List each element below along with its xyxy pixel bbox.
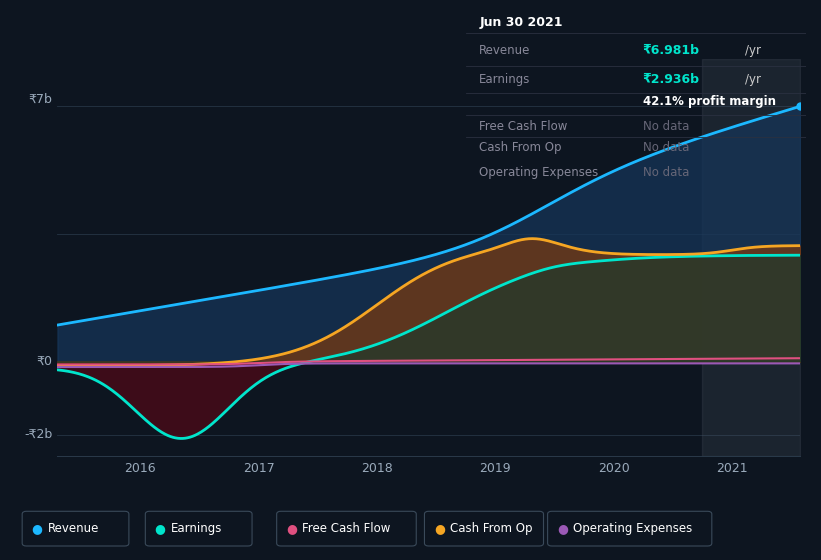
- Text: Earnings: Earnings: [171, 521, 222, 535]
- Text: Revenue: Revenue: [479, 44, 530, 57]
- Text: ₹7b: ₹7b: [29, 93, 53, 106]
- Text: -₹2b: -₹2b: [24, 428, 53, 441]
- Text: No data: No data: [643, 166, 689, 179]
- Text: 42.1% profit margin: 42.1% profit margin: [643, 95, 776, 108]
- Text: No data: No data: [643, 141, 689, 154]
- Text: Cash From Op: Cash From Op: [479, 141, 562, 154]
- Text: ●: ●: [433, 521, 445, 535]
- Text: No data: No data: [643, 120, 689, 133]
- Text: ●: ●: [286, 521, 297, 535]
- Text: Free Cash Flow: Free Cash Flow: [302, 521, 391, 535]
- Text: ●: ●: [557, 521, 568, 535]
- Text: Cash From Op: Cash From Op: [450, 521, 532, 535]
- Text: /yr: /yr: [745, 44, 761, 57]
- Text: Revenue: Revenue: [48, 521, 99, 535]
- Text: Operating Expenses: Operating Expenses: [479, 166, 599, 179]
- Text: ●: ●: [154, 521, 166, 535]
- Text: Earnings: Earnings: [479, 73, 530, 86]
- Text: Jun 30 2021: Jun 30 2021: [479, 16, 562, 29]
- Text: ●: ●: [31, 521, 43, 535]
- Text: Free Cash Flow: Free Cash Flow: [479, 120, 567, 133]
- Text: Operating Expenses: Operating Expenses: [573, 521, 692, 535]
- Text: ₹2.936b: ₹2.936b: [643, 73, 699, 86]
- Text: ₹6.981b: ₹6.981b: [643, 44, 699, 57]
- Text: /yr: /yr: [745, 73, 761, 86]
- Text: ₹0: ₹0: [36, 355, 53, 368]
